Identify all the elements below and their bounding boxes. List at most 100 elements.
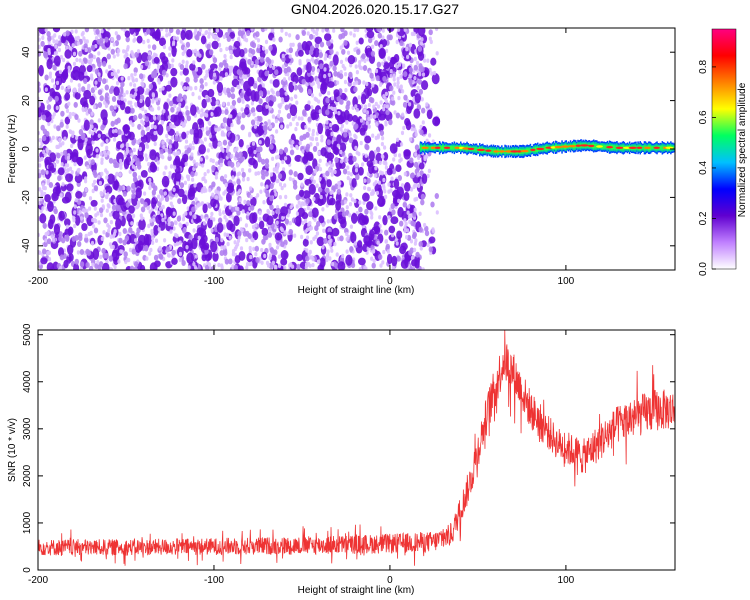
- noise-blob: [138, 146, 142, 152]
- noise-blob: [370, 50, 376, 57]
- noise-blob: [313, 47, 321, 58]
- noise-blob: [309, 240, 313, 245]
- noise-blob: [74, 258, 80, 265]
- noise-blob: [358, 37, 364, 45]
- noise-blob: [306, 205, 310, 211]
- noise-blob: [83, 89, 92, 100]
- noise-blob: [52, 39, 56, 44]
- noise-blob: [185, 63, 189, 69]
- signal-band-inner: [652, 146, 654, 150]
- noise-blob: [336, 80, 340, 85]
- noise-blob: [85, 143, 93, 156]
- noise-blob: [53, 33, 57, 38]
- noise-blob: [38, 169, 41, 174]
- noise-blob: [78, 58, 82, 63]
- noise-blob: [161, 86, 165, 91]
- noise-blob: [137, 123, 142, 130]
- noise-blob: [402, 63, 406, 68]
- noise-blob: [193, 132, 199, 145]
- noise-blob: [182, 94, 187, 101]
- noise-blob: [62, 57, 66, 63]
- noise-blob: [161, 56, 169, 65]
- noise-blob: [225, 232, 230, 238]
- noise-blob: [305, 255, 310, 262]
- noise-blob: [143, 233, 150, 246]
- noise-blob: [59, 265, 63, 270]
- noise-blob: [71, 130, 75, 135]
- noise-blob: [363, 185, 367, 191]
- noise-blob: [211, 32, 215, 37]
- noise-blob: [79, 261, 85, 268]
- noise-blob: [123, 153, 127, 158]
- noise-blob: [148, 185, 152, 191]
- noise-blob: [365, 144, 370, 151]
- noise-blob: [205, 113, 209, 118]
- noise-blob: [430, 57, 437, 66]
- noise-blob: [94, 80, 98, 85]
- noise-blob: [222, 139, 228, 146]
- signal-peak: [520, 149, 529, 153]
- noise-blob: [100, 157, 104, 162]
- noise-blob: [200, 214, 204, 220]
- noise-blob: [343, 79, 348, 85]
- noise-blob: [90, 73, 94, 78]
- noise-blob: [58, 210, 65, 222]
- signal-band-inner: [450, 146, 452, 150]
- noise-blob: [153, 224, 159, 236]
- noise-blob: [228, 258, 233, 265]
- noise-blob: [230, 153, 234, 159]
- noise-blob: [130, 107, 135, 114]
- noise-blob: [346, 175, 350, 181]
- noise-blob: [50, 78, 55, 83]
- noise-blob: [93, 85, 98, 91]
- noise-blob: [42, 185, 46, 191]
- noise-blob: [417, 28, 426, 37]
- noise-blob: [118, 185, 123, 192]
- noise-blob: [68, 253, 74, 262]
- noise-blob: [219, 76, 223, 81]
- noise-blob: [166, 125, 171, 132]
- noise-blob: [219, 141, 223, 147]
- noise-blob: [167, 63, 172, 70]
- noise-blob: [283, 230, 287, 235]
- noise-blob: [43, 152, 47, 157]
- noise-blob: [181, 131, 187, 140]
- noise-blob: [250, 49, 256, 55]
- noise-blob: [376, 28, 381, 32]
- noise-blob: [216, 37, 220, 42]
- noise-blob: [156, 160, 160, 165]
- noise-blob: [111, 96, 117, 102]
- noise-blob: [416, 172, 420, 177]
- noise-blob: [104, 168, 108, 173]
- noise-blob: [397, 95, 401, 101]
- noise-blob: [291, 42, 295, 47]
- noise-blob: [86, 214, 94, 227]
- noise-blob: [207, 217, 213, 229]
- noise-blob: [284, 194, 288, 200]
- noise-blob: [167, 155, 172, 162]
- figure-title: GN04.2026.020.15.17.G27: [290, 1, 460, 17]
- noise-blob: [339, 59, 344, 65]
- noise-blob: [102, 230, 106, 235]
- noise-blob: [41, 206, 45, 211]
- noise-blob: [70, 170, 74, 175]
- noise-blob: [120, 130, 125, 136]
- noise-blob: [85, 262, 90, 268]
- noise-blob: [345, 249, 349, 254]
- noise-blob: [120, 202, 128, 212]
- noise-blob: [366, 160, 374, 168]
- noise-blob: [174, 193, 178, 198]
- noise-blob: [261, 83, 265, 88]
- noise-blob: [211, 165, 216, 171]
- noise-blob: [372, 258, 376, 264]
- noise-blob: [411, 259, 418, 267]
- noise-blob: [166, 138, 170, 143]
- noise-blob: [214, 195, 219, 200]
- noise-blob: [147, 54, 152, 61]
- noise-blob: [432, 229, 436, 234]
- noise-blob: [38, 28, 47, 35]
- noise-blob: [165, 133, 169, 139]
- signal-peak: [636, 146, 643, 149]
- noise-blob: [350, 212, 358, 224]
